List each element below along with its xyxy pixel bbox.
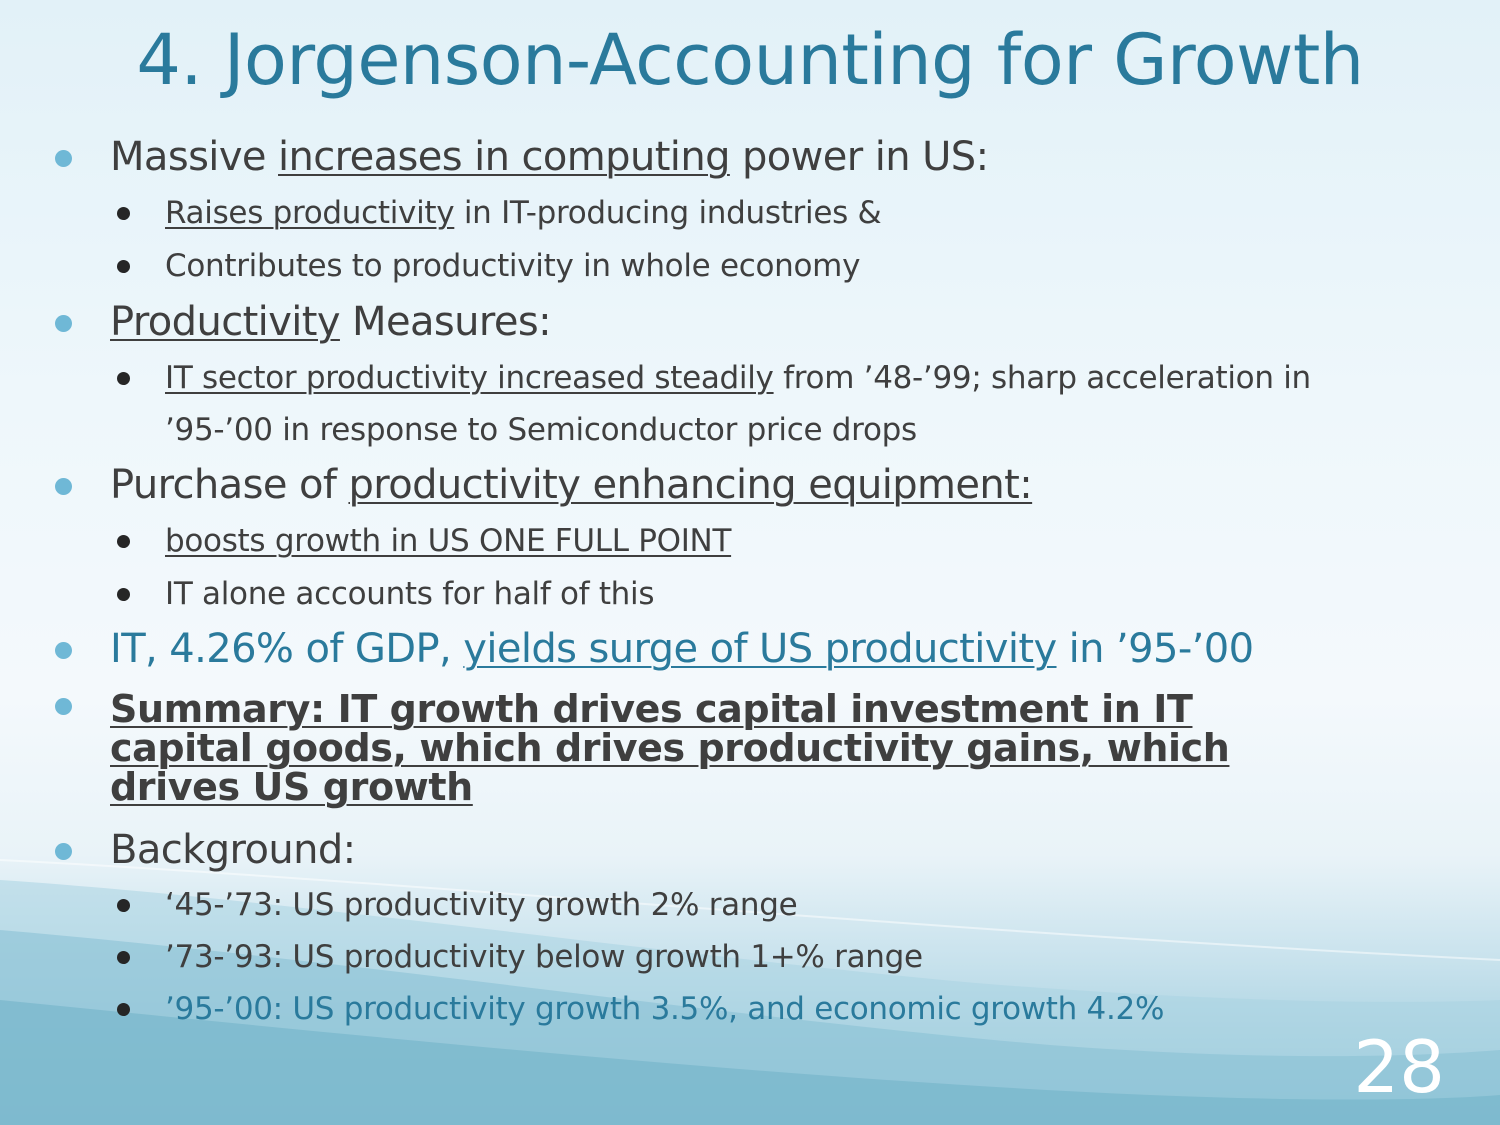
sub-bullet-dot xyxy=(117,372,130,385)
bullet-dot xyxy=(55,315,72,332)
bullet-dot xyxy=(55,843,72,860)
sub-bullet-underlined-text: boosts growth in US ONE FULL POINT xyxy=(165,523,732,559)
bullet-productivity-measures: Productivity Measures: xyxy=(110,299,552,345)
sub-bullet-dot xyxy=(117,588,130,601)
sub-bullet-dot xyxy=(117,1003,130,1016)
summary-line: drives US growth xyxy=(110,765,473,809)
bullet-it-gdp: IT, 4.26% of GDP, yields surge of US pro… xyxy=(110,626,1254,672)
bullet-text: Massive xyxy=(110,134,279,180)
sub-bullet-it-alone: IT alone accounts for half of this xyxy=(165,576,655,612)
bullet-underlined-text: increases in computing xyxy=(278,134,730,180)
sub-bullet-73-93: ’73-’93: US productivity below growth 1+… xyxy=(165,939,923,975)
summary-line: Summary: IT growth drives capital invest… xyxy=(110,687,1193,731)
sub-bullet-it-sector-continued: ’95-’00 in response to Semiconductor pri… xyxy=(165,412,917,448)
sub-bullet-boosts-growth: boosts growth in US ONE FULL POINT xyxy=(165,523,731,560)
bullet-purchase-equipment: Purchase of productivity enhancing equip… xyxy=(110,462,1033,508)
sub-bullet-contributes: Contributes to productivity in whole eco… xyxy=(165,248,861,284)
bullet-computing-power: Massive increases in computing power in … xyxy=(110,134,989,180)
bullet-underlined-text: yields surge of US productivity xyxy=(463,626,1057,672)
sub-bullet-text: in IT-producing industries & xyxy=(454,195,882,231)
bullet-dot xyxy=(55,642,72,659)
sub-bullet-dot xyxy=(117,899,130,912)
page-number: 28 xyxy=(1353,1025,1445,1109)
sub-bullet-raises-productivity: Raises productivity in IT-producing indu… xyxy=(165,195,882,232)
bullet-text: IT, 4.26% of GDP, xyxy=(110,626,464,672)
bullet-text: power in US: xyxy=(729,134,989,180)
bullet-text: Measures: xyxy=(339,299,552,345)
slide-title: 4. Jorgenson-Accounting for Growth xyxy=(136,19,1364,101)
bullet-background: Background: xyxy=(110,827,356,873)
summary-line: capital goods, which drives productivity… xyxy=(110,726,1230,770)
bullet-text: Purchase of xyxy=(110,462,349,508)
sub-bullet-underlined-text: Raises productivity xyxy=(165,195,455,231)
sub-bullet-95-00: ’95-’00: US productivity growth 3.5%, an… xyxy=(165,991,1165,1027)
sub-bullet-dot xyxy=(117,951,130,964)
bullet-dot xyxy=(55,478,72,495)
bullet-summary: Summary: IT growth drives capital invest… xyxy=(110,690,1360,807)
bullet-dot xyxy=(55,698,72,715)
sub-bullet-dot xyxy=(117,207,130,220)
bullet-text: in ’95-’00 xyxy=(1056,626,1254,672)
sub-bullet-it-sector: IT sector productivity increased steadil… xyxy=(165,360,1311,397)
bullet-underlined-text: productivity enhancing equipment: xyxy=(348,462,1033,508)
sub-bullet-dot xyxy=(117,260,130,273)
sub-bullet-underlined-text: IT sector productivity increased steadil… xyxy=(165,360,774,396)
bullet-underlined-text: Productivity xyxy=(110,299,341,345)
sub-bullet-text: from ’48-’99; sharp acceleration in xyxy=(773,360,1311,396)
sub-bullet-dot xyxy=(117,535,130,548)
bullet-dot xyxy=(55,150,72,167)
sub-bullet-45-73: ‘45-’73: US productivity growth 2% range xyxy=(165,887,798,923)
